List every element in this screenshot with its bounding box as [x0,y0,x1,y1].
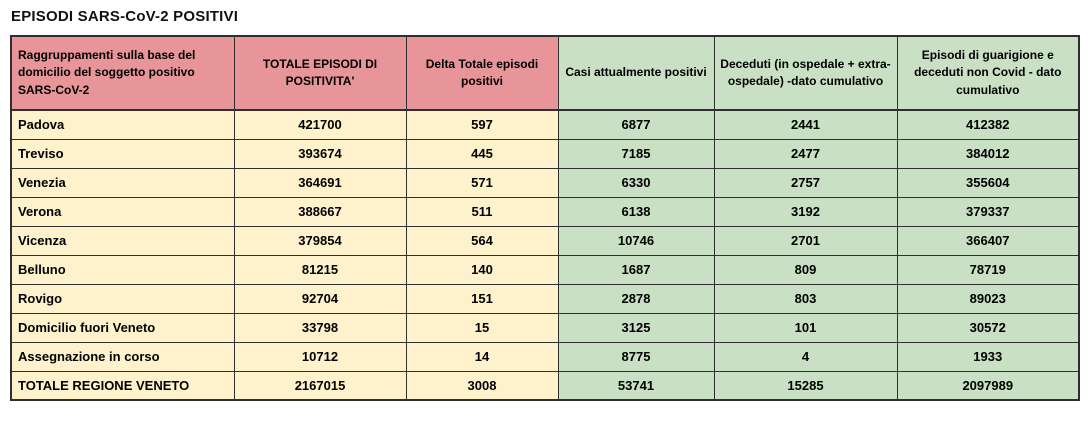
data-cell-casi-attualmente-positivi: 6877 [557,109,715,140]
data-cell-guarigione-deceduti-non-covid: 30572 [896,312,1080,343]
data-cell-delta-totale-episodi: 445 [405,138,559,169]
data-cell-totale-episodi-positivita: 33798 [233,312,407,343]
report-page: EPISODI SARS-CoV-2 POSITIVI Raggruppamen… [10,8,1080,401]
table-row: Assegnazione in corso 10712 14 8775 4 1933 [10,341,1080,372]
table-body: Padova 421700 597 6877 2441 412382 Treviso 3936… [10,109,1080,401]
table-header: Raggruppamenti sulla base del domicilio … [10,35,1080,111]
data-cell-delta-totale-episodi: 15 [405,312,559,343]
data-cell-totale-episodi-positivita: 81215 [233,254,407,285]
data-cell-totale-episodi-positivita: 388667 [233,196,407,227]
data-cell-delta-totale-episodi: 564 [405,225,559,256]
table-row: Domicilio fuori Veneto 33798 15 3125 101 3057… [10,312,1080,343]
data-cell-deceduti-cumulativo: 2477 [713,138,898,169]
data-cell-delta-totale-episodi: 597 [405,109,559,140]
data-cell-guarigione-deceduti-non-covid: 379337 [896,196,1080,227]
data-cell-deceduti-cumulativo: 803 [713,283,898,314]
table-row-total: TOTALE REGIONE VENETO 2167015 3008 53741 152… [10,370,1080,401]
data-cell-delta-totale-episodi: 151 [405,283,559,314]
table-row: Rovigo 92704 151 2878 803 89023 [10,283,1080,314]
data-cell-delta-totale-episodi: 571 [405,167,559,198]
column-header-casi-attualmente-positivi: Casi attualmente positivi [557,35,715,111]
data-cell-casi-attualmente-positivi: 10746 [557,225,715,256]
data-cell-guarigione-deceduti-non-covid: 384012 [896,138,1080,169]
data-cell-totale-episodi-positivita: 393674 [233,138,407,169]
data-cell-deceduti-cumulativo: 3192 [713,196,898,227]
row-label-cell: Assegnazione in corso [10,341,235,372]
column-header-totale-episodi-positivita: TOTALE EPISODI DI POSITIVITA' [233,35,407,111]
data-cell-casi-attualmente-positivi: 53741 [557,370,715,401]
header-row: Raggruppamenti sulla base del domicilio … [10,35,1080,111]
row-label-cell: Vicenza [10,225,235,256]
column-header-deceduti-cumulativo: Deceduti (in ospedale + extra-ospedale) … [713,35,898,111]
data-cell-totale-episodi-positivita: 10712 [233,341,407,372]
data-cell-guarigione-deceduti-non-covid: 355604 [896,167,1080,198]
table-row: Vicenza 379854 564 10746 2701 366407 [10,225,1080,256]
data-cell-casi-attualmente-positivi: 7185 [557,138,715,169]
table-row: Padova 421700 597 6877 2441 412382 [10,109,1080,140]
data-cell-guarigione-deceduti-non-covid: 366407 [896,225,1080,256]
data-cell-casi-attualmente-positivi: 1687 [557,254,715,285]
covid-episodes-table: Raggruppamenti sulla base del domicilio … [10,35,1080,401]
row-label-cell: Verona [10,196,235,227]
row-label-cell: Venezia [10,167,235,198]
data-cell-guarigione-deceduti-non-covid: 2097989 [896,370,1080,401]
data-cell-deceduti-cumulativo: 101 [713,312,898,343]
data-cell-totale-episodi-positivita: 364691 [233,167,407,198]
data-cell-deceduti-cumulativo: 2441 [713,109,898,140]
row-label-cell: Padova [10,109,235,140]
data-cell-deceduti-cumulativo: 15285 [713,370,898,401]
data-cell-deceduti-cumulativo: 2701 [713,225,898,256]
data-cell-delta-totale-episodi: 14 [405,341,559,372]
row-label-cell: TOTALE REGIONE VENETO [10,370,235,401]
data-cell-guarigione-deceduti-non-covid: 412382 [896,109,1080,140]
column-header-guarigione-deceduti-non-covid: Episodi di guarigione e deceduti non Cov… [896,35,1080,111]
table-row: Belluno 81215 140 1687 809 78719 [10,254,1080,285]
data-cell-totale-episodi-positivita: 2167015 [233,370,407,401]
data-cell-deceduti-cumulativo: 809 [713,254,898,285]
data-cell-deceduti-cumulativo: 4 [713,341,898,372]
row-label-cell: Domicilio fuori Veneto [10,312,235,343]
page-title: EPISODI SARS-CoV-2 POSITIVI [11,8,239,25]
data-cell-guarigione-deceduti-non-covid: 89023 [896,283,1080,314]
data-cell-deceduti-cumulativo: 2757 [713,167,898,198]
data-cell-totale-episodi-positivita: 379854 [233,225,407,256]
table-row: Venezia 364691 571 6330 2757 355604 [10,167,1080,198]
data-cell-casi-attualmente-positivi: 2878 [557,283,715,314]
row-label-cell: Belluno [10,254,235,285]
row-label-cell: Rovigo [10,283,235,314]
data-cell-delta-totale-episodi: 511 [405,196,559,227]
data-cell-delta-totale-episodi: 140 [405,254,559,285]
column-header-raggruppamenti-domicilio: Raggruppamenti sulla base del domicilio … [10,35,235,111]
column-header-delta-totale-episodi: Delta Totale episodi positivi [405,35,559,111]
data-cell-casi-attualmente-positivi: 3125 [557,312,715,343]
data-cell-guarigione-deceduti-non-covid: 1933 [896,341,1080,372]
table-row: Treviso 393674 445 7185 2477 384012 [10,138,1080,169]
row-label-cell: Treviso [10,138,235,169]
table-row: Verona 388667 511 6138 3192 379337 [10,196,1080,227]
data-cell-casi-attualmente-positivi: 8775 [557,341,715,372]
data-cell-casi-attualmente-positivi: 6330 [557,167,715,198]
data-cell-delta-totale-episodi: 3008 [405,370,559,401]
data-cell-totale-episodi-positivita: 421700 [233,109,407,140]
data-cell-casi-attualmente-positivi: 6138 [557,196,715,227]
data-cell-totale-episodi-positivita: 92704 [233,283,407,314]
data-cell-guarigione-deceduti-non-covid: 78719 [896,254,1080,285]
